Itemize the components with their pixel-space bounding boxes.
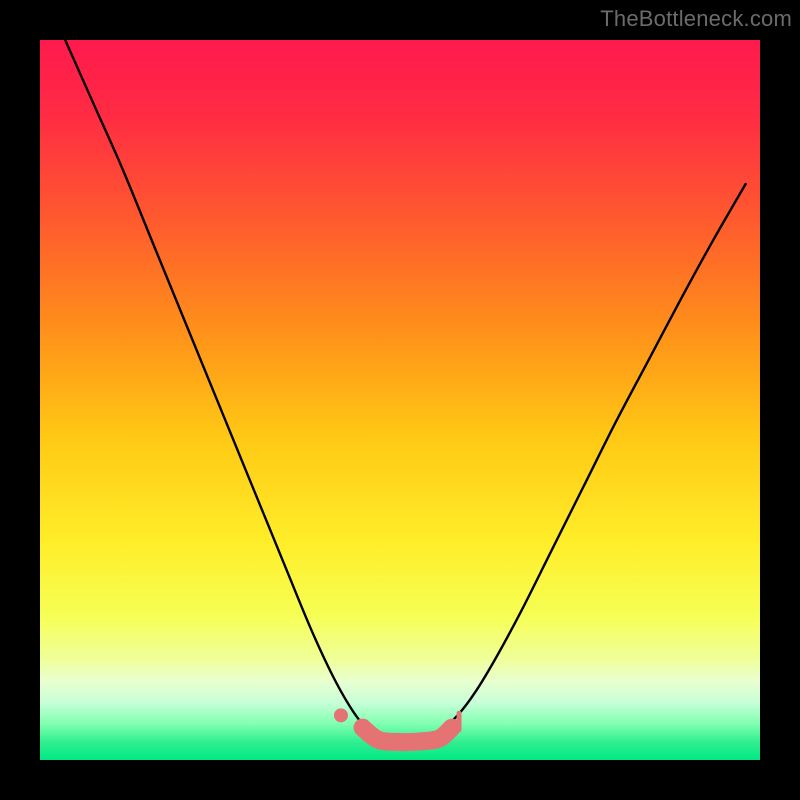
plot-background <box>40 40 760 760</box>
bottleneck-curve-chart <box>0 0 800 800</box>
overlay-dot <box>334 708 348 722</box>
watermark-text: TheBottleneck.com <box>600 6 792 32</box>
chart-frame: TheBottleneck.com <box>0 0 800 800</box>
